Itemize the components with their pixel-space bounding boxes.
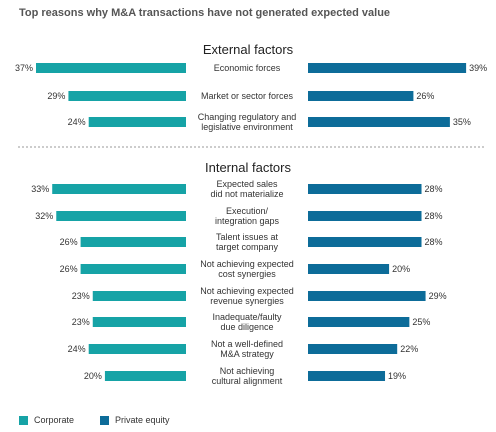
data-label-corporate: 37% (15, 63, 33, 73)
bar-corporate (52, 184, 186, 194)
category-label: Not achieving expected revenue synergies (200, 286, 294, 306)
bar-private-equity (308, 344, 398, 354)
category-label: Not a well-defined M&A strategy (211, 339, 283, 359)
data-label-private-equity: 35% (453, 117, 471, 127)
chart-title: Top reasons why M&A transactions have no… (19, 7, 391, 19)
category-label: Market or sector forces (201, 91, 294, 101)
bar-private-equity (308, 371, 386, 381)
bar-corporate (80, 264, 186, 274)
data-label-private-equity: 26% (416, 91, 434, 101)
data-label-corporate: 32% (35, 211, 53, 221)
data-label-corporate: 33% (31, 184, 49, 194)
data-label-corporate: 29% (47, 91, 65, 101)
legend-item-corporate: Corporate (19, 415, 74, 425)
data-label-private-equity: 28% (425, 211, 443, 221)
data-label-corporate: 26% (60, 264, 78, 274)
data-label-corporate: 23% (72, 291, 90, 301)
data-label-private-equity: 29% (429, 291, 447, 301)
bar-private-equity (308, 117, 450, 127)
data-label-private-equity: 25% (412, 317, 430, 327)
category-label: Execution/integration gaps (215, 206, 280, 226)
bar-corporate (36, 63, 186, 73)
bar-corporate (88, 344, 186, 354)
bar-private-equity (308, 264, 390, 274)
category-label: Changing regulatory and legislative envir… (198, 112, 297, 132)
bar-private-equity (308, 317, 410, 327)
data-label-private-equity: 19% (388, 371, 406, 381)
data-label-corporate: 26% (60, 237, 78, 247)
legend-swatch-corporate (19, 415, 28, 425)
category-label: Inadequate/faulty due diligence (212, 312, 282, 332)
data-label-corporate: 23% (72, 317, 90, 327)
data-label-private-equity: 39% (469, 63, 487, 73)
legend-label-corporate: Corporate (34, 415, 75, 425)
category-label: Not achieving cultural alignment (212, 366, 283, 386)
section-title-internal: Internal factors (205, 160, 291, 175)
data-label-corporate: 20% (84, 371, 102, 381)
category-label: Not achieving expected cost synergies (200, 259, 294, 279)
bar-corporate (56, 211, 187, 221)
bar-corporate (92, 291, 186, 301)
category-label: Talent issues at target company (216, 232, 279, 252)
legend-label-private-equity: Private equity (115, 415, 170, 425)
bar-private-equity (308, 184, 422, 194)
data-label-corporate: 24% (68, 344, 86, 354)
bar-corporate (104, 371, 186, 381)
bar-private-equity (308, 211, 422, 221)
section-title-external: External factors (202, 42, 294, 57)
bar-private-equity (308, 91, 414, 101)
bar-private-equity (308, 237, 422, 247)
bar-corporate (68, 91, 186, 101)
data-label-corporate: 24% (68, 117, 86, 127)
legend-swatch-private-equity (100, 415, 109, 425)
legend-item-private-equity: Private equity (100, 415, 170, 425)
data-label-private-equity: 28% (425, 184, 443, 194)
bar-corporate (92, 317, 186, 327)
data-label-private-equity: 22% (400, 344, 418, 354)
category-label: Expected sales did not materialize (210, 179, 283, 199)
data-label-private-equity: 28% (425, 237, 443, 247)
data-label-private-equity: 20% (392, 264, 410, 274)
bar-private-equity (308, 291, 426, 301)
bar-private-equity (308, 63, 467, 73)
bar-corporate (88, 117, 186, 127)
bar-corporate (80, 237, 186, 247)
category-label: Economic forces (214, 63, 281, 73)
